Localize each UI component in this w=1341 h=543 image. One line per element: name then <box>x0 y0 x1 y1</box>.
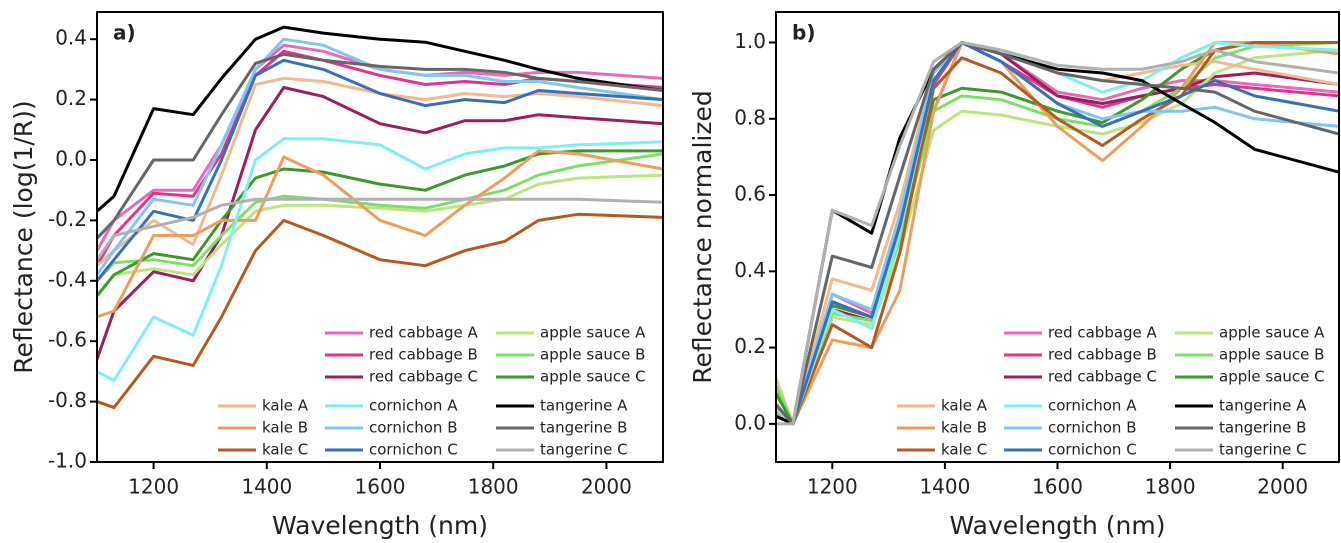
series-line <box>97 43 663 252</box>
y-tick-label: -0.8 <box>48 388 87 412</box>
x-tick-label: 1400 <box>919 475 970 499</box>
y-tick-label: 0.0 <box>734 410 766 434</box>
x-tick-label: 2000 <box>581 475 632 499</box>
panel-label: b) <box>792 21 815 45</box>
series-line <box>97 37 663 276</box>
legend-label: kale C <box>262 441 308 459</box>
panel-label: a) <box>113 21 136 45</box>
series-line <box>97 149 663 319</box>
legend-label: cornichon C <box>1048 441 1137 459</box>
legend-label: cornichon B <box>1048 419 1137 437</box>
y-tick-label: -1.0 <box>48 449 87 473</box>
legend-label: kale B <box>941 419 987 437</box>
series-line <box>97 173 663 297</box>
x-tick-label: 1800 <box>468 475 519 499</box>
legend-label: cornichon B <box>369 419 458 437</box>
legend-label: red cabbage A <box>369 324 479 342</box>
y-tick-label: 0.2 <box>734 334 766 358</box>
series-line <box>97 58 663 282</box>
legend-label: red cabbage C <box>369 368 478 386</box>
legend-label: tangerine B <box>1219 419 1306 437</box>
legend-label: tangerine C <box>1219 441 1307 459</box>
x-tick-label: 1200 <box>128 475 179 499</box>
y-tick-label: 0.6 <box>734 182 766 206</box>
y-tick-label: 0.0 <box>55 146 87 170</box>
legend-label: tangerine C <box>540 441 628 459</box>
x-axis-title: Wavelength (nm) <box>272 511 488 540</box>
series-line <box>776 41 1339 426</box>
series-line <box>776 41 1339 426</box>
x-tick-label: 2000 <box>1257 475 1308 499</box>
x-tick-label: 1600 <box>1032 475 1083 499</box>
series-line <box>97 197 663 261</box>
y-tick-label: 1.0 <box>734 29 766 53</box>
legend-label: apple sauce A <box>540 324 646 342</box>
legend-label: apple sauce B <box>1219 346 1324 364</box>
y-tick-label: 0.2 <box>55 86 87 110</box>
y-tick-label: -0.2 <box>48 207 87 231</box>
series-line <box>97 137 663 382</box>
series-line <box>776 41 1339 426</box>
legend-label: tangerine B <box>540 419 627 437</box>
series-line <box>97 86 663 360</box>
y-axis-title: Reflectance (log(1/R)) <box>9 100 38 373</box>
legend-label: kale B <box>262 419 308 437</box>
legend-label: kale C <box>941 441 987 459</box>
series-line <box>97 25 663 213</box>
plot-frame <box>96 11 664 463</box>
x-tick-label: 1200 <box>807 475 858 499</box>
x-tick-label: 1600 <box>355 475 406 499</box>
legend-label: kale A <box>262 397 309 415</box>
x-axis-title: Wavelength (nm) <box>950 511 1166 540</box>
series-line <box>97 212 663 410</box>
legend-label: cornichon A <box>1048 397 1137 415</box>
legend-label: red cabbage A <box>1048 324 1158 342</box>
legend-label: tangerine A <box>540 397 628 415</box>
legend-label: kale A <box>941 397 988 415</box>
y-tick-label: 0.8 <box>734 105 766 129</box>
plot-frame <box>775 11 1340 463</box>
legend-label: red cabbage C <box>1048 368 1157 386</box>
y-tick-label: -0.6 <box>48 328 87 352</box>
legend-label: red cabbage B <box>1048 346 1157 364</box>
y-tick-label: -0.4 <box>48 267 87 291</box>
series-line <box>97 52 663 240</box>
legend-label: apple sauce C <box>1219 368 1325 386</box>
plot-lines <box>776 41 1339 426</box>
legend-label: apple sauce C <box>540 368 646 386</box>
y-axis-title: Reflectance normalized <box>688 90 717 383</box>
series-line <box>97 149 663 297</box>
legend-label: cornichon C <box>369 441 458 459</box>
series-line <box>776 48 1339 426</box>
legend-label: apple sauce A <box>1219 324 1325 342</box>
y-tick-label: 0.4 <box>55 26 87 50</box>
series-line <box>97 76 663 267</box>
plot-lines <box>97 25 663 410</box>
legend-label: cornichon A <box>369 397 458 415</box>
legend-label: tangerine A <box>1219 397 1307 415</box>
x-tick-label: 1400 <box>241 475 292 499</box>
y-tick-label: 0.4 <box>734 258 766 282</box>
legend-label: apple sauce B <box>540 346 645 364</box>
x-tick-label: 1800 <box>1145 475 1196 499</box>
legend-label: red cabbage B <box>369 346 478 364</box>
series-line <box>776 41 1339 426</box>
